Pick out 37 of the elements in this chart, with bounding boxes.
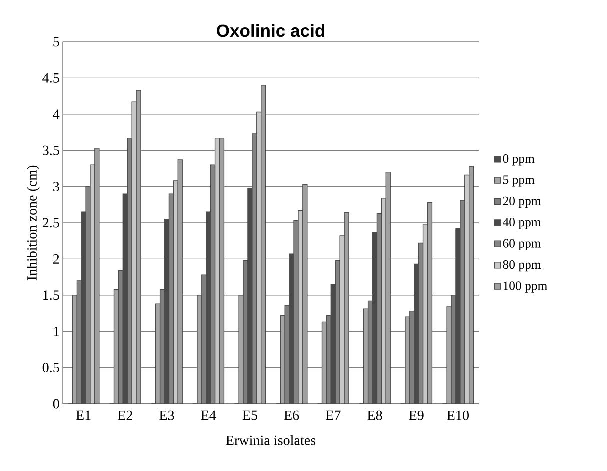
bar	[427, 202, 433, 404]
x-tick-label: E10	[447, 410, 469, 420]
x-tick-label: E4	[201, 410, 216, 420]
legend-label: 100 ppm	[504, 282, 548, 293]
x-tick-label: E9	[409, 410, 424, 420]
legend-label: 0 ppm	[503, 154, 535, 166]
bar	[386, 172, 391, 404]
x-tick-label: E3	[160, 410, 174, 420]
x-tick-label: E5	[242, 410, 258, 420]
y-tick-label: 4	[53, 110, 60, 120]
x-tick-label: E6	[284, 410, 300, 420]
chart-title: Oxolinic acid	[217, 24, 325, 38]
y-tick-label: 0.5	[42, 363, 60, 373]
x-tick-label: E8	[368, 410, 382, 420]
x-axis-title: Erwinia isolates	[226, 435, 316, 446]
legend-label: 5 ppm	[503, 176, 535, 187]
y-tick-label: 2.5	[42, 218, 60, 228]
legend-label: 40 ppm	[503, 218, 542, 230]
y-tick-label: 3.5	[43, 146, 60, 156]
y-tick-label: 1	[54, 326, 60, 336]
legend-label: 80 ppm	[503, 260, 542, 272]
legend-label: 20 ppm	[503, 196, 542, 208]
x-tick-label: E1	[76, 410, 91, 420]
y-tick-label: 0	[53, 399, 60, 409]
y-tick-label: 1.5	[44, 290, 60, 300]
x-tick-label: E7	[326, 410, 341, 420]
bar	[260, 85, 266, 404]
y-tick-label: 2	[53, 254, 60, 264]
bar	[468, 166, 474, 404]
x-tick-label: E2	[118, 410, 132, 420]
y-tick-label: 5	[54, 37, 60, 47]
bar	[219, 138, 225, 404]
bar	[178, 160, 183, 404]
y-tick-label: 3	[54, 182, 60, 192]
legend-label: 60 ppm	[503, 239, 542, 250]
y-tick-label: 4.5	[42, 73, 60, 83]
y-axis-title: Inhibition zone (cm)	[27, 166, 40, 280]
